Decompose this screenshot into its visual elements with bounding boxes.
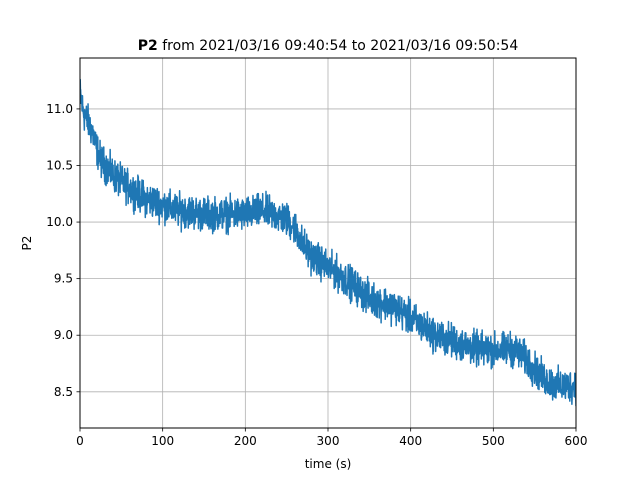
chart-title: P2 from 2021/03/16 09:40:54 to 2021/03/1… [138,38,519,54]
x-tick-label: 200 [234,434,257,448]
x-tick-label: 400 [399,434,422,448]
chart-title-bold: P2 [138,38,158,54]
plot-frame [79,57,577,429]
y-tick-label: 10.0 [46,215,73,229]
x-tick-label: 600 [565,434,588,448]
y-tick-label: 9.0 [54,328,73,342]
y-tick-label: 8.5 [54,385,73,399]
series-group [80,78,576,407]
y-tick-label: 11.0 [46,102,73,116]
x-tick-label: 0 [76,434,84,448]
series-line-p2 [80,78,576,407]
chart-title-rest: from 2021/03/16 09:40:54 to 2021/03/16 0… [158,38,519,54]
x-tick-label: 300 [317,434,340,448]
y-axis-label: P2 [20,236,34,251]
y-tick-label: 9.5 [54,272,73,286]
y-tick-label: 10.5 [46,158,73,172]
x-tick-label: 500 [482,434,505,448]
axis-ticks: 0 100 200 300 400 500 600 8.5 9.0 9.5 10.0 10.5 11.0 [46,102,587,448]
x-axis-label: time (s) [305,457,352,471]
x-tick-label: 100 [151,434,174,448]
